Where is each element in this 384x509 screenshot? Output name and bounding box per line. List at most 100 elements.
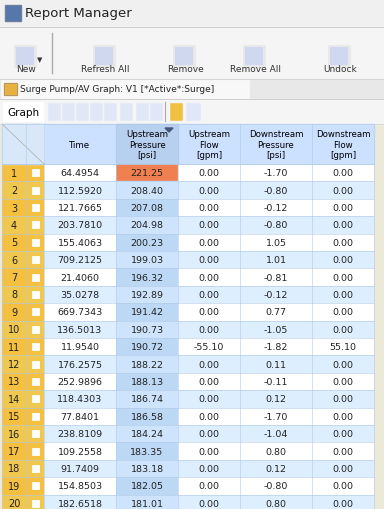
Text: 191.42: 191.42 — [131, 308, 164, 317]
Bar — [44, 356, 116, 373]
Text: 0.00: 0.00 — [199, 325, 220, 334]
Bar — [2, 442, 44, 460]
Bar — [93, 46, 115, 68]
Bar — [312, 338, 374, 356]
Bar — [240, 286, 312, 303]
Bar — [312, 234, 374, 251]
Bar — [240, 303, 312, 321]
Text: 0.00: 0.00 — [333, 169, 354, 178]
Bar — [31, 465, 38, 472]
Bar — [312, 408, 374, 425]
Bar — [116, 425, 178, 442]
Bar — [16, 48, 34, 66]
Bar — [178, 495, 240, 509]
Bar — [312, 217, 374, 234]
Text: 190.73: 190.73 — [131, 325, 164, 334]
Bar — [44, 182, 116, 200]
Text: 154.8503: 154.8503 — [58, 482, 103, 491]
Text: 121.7665: 121.7665 — [58, 204, 103, 213]
Text: -0.80: -0.80 — [264, 482, 288, 491]
Bar — [116, 408, 178, 425]
Bar — [31, 187, 38, 194]
Bar — [31, 395, 38, 403]
Bar — [178, 356, 240, 373]
Text: 0.00: 0.00 — [333, 308, 354, 317]
Bar — [14, 46, 36, 68]
Text: 181.01: 181.01 — [131, 499, 164, 508]
Bar — [2, 321, 44, 338]
Bar — [240, 165, 312, 182]
Text: 136.5013: 136.5013 — [57, 325, 103, 334]
Text: 196.32: 196.32 — [131, 273, 164, 282]
Bar — [240, 495, 312, 509]
Text: 0.80: 0.80 — [265, 447, 286, 456]
Text: -0.12: -0.12 — [264, 204, 288, 213]
Text: -1.04: -1.04 — [264, 430, 288, 438]
Bar — [312, 356, 374, 373]
Text: 0.00: 0.00 — [199, 291, 220, 299]
Bar — [0, 80, 384, 100]
Text: 0.00: 0.00 — [199, 430, 220, 438]
Bar — [44, 165, 116, 182]
Bar — [116, 321, 178, 338]
Bar — [240, 477, 312, 495]
Bar — [2, 200, 44, 217]
Bar — [240, 425, 312, 442]
Text: 15: 15 — [8, 411, 20, 421]
Text: 0.77: 0.77 — [265, 308, 286, 317]
Bar — [2, 125, 374, 165]
Text: 18: 18 — [8, 464, 20, 473]
Bar — [2, 390, 44, 408]
Text: 182.6518: 182.6518 — [58, 499, 103, 508]
Bar — [178, 373, 240, 390]
Text: 200.23: 200.23 — [131, 238, 164, 247]
Bar — [116, 303, 178, 321]
Bar — [312, 373, 374, 390]
Bar — [116, 390, 178, 408]
Bar — [240, 442, 312, 460]
Bar — [2, 425, 44, 442]
Text: 0.00: 0.00 — [199, 412, 220, 421]
Text: Graph: Graph — [7, 107, 39, 117]
Bar — [240, 200, 312, 217]
Text: 0.00: 0.00 — [199, 482, 220, 491]
Bar — [312, 442, 374, 460]
Text: 0.00: 0.00 — [199, 394, 220, 404]
Text: 0.00: 0.00 — [333, 291, 354, 299]
Text: 238.8109: 238.8109 — [58, 430, 103, 438]
Text: 0.00: 0.00 — [199, 447, 220, 456]
Bar — [116, 286, 178, 303]
Text: 35.0278: 35.0278 — [60, 291, 99, 299]
Text: 0.00: 0.00 — [333, 221, 354, 230]
Bar — [31, 483, 38, 490]
Bar — [90, 104, 102, 121]
Bar — [2, 234, 44, 251]
Bar — [178, 460, 240, 477]
Bar — [44, 442, 116, 460]
Bar — [31, 430, 38, 437]
Text: Refresh All: Refresh All — [81, 65, 129, 74]
Bar — [240, 338, 312, 356]
Bar — [31, 222, 38, 229]
Text: -1.05: -1.05 — [264, 325, 288, 334]
Bar — [312, 269, 374, 286]
Bar — [178, 338, 240, 356]
Text: -0.11: -0.11 — [264, 377, 288, 386]
Bar — [44, 390, 116, 408]
Bar — [178, 390, 240, 408]
Text: 0.00: 0.00 — [333, 430, 354, 438]
Text: Remove: Remove — [167, 65, 204, 74]
Bar — [2, 165, 44, 182]
Text: Upstream
Pressure
[psi]: Upstream Pressure [psi] — [126, 129, 168, 160]
Text: 19: 19 — [8, 481, 20, 491]
Text: 10: 10 — [8, 325, 20, 334]
Text: 183.35: 183.35 — [131, 447, 164, 456]
Text: 0.00: 0.00 — [333, 256, 354, 265]
Bar — [2, 460, 44, 477]
Bar — [116, 477, 178, 495]
Text: 176.2575: 176.2575 — [58, 360, 103, 369]
Bar — [44, 234, 116, 251]
Text: 55.10: 55.10 — [329, 343, 356, 352]
Text: 184.24: 184.24 — [131, 430, 164, 438]
Text: Report Manager: Report Manager — [25, 8, 132, 20]
